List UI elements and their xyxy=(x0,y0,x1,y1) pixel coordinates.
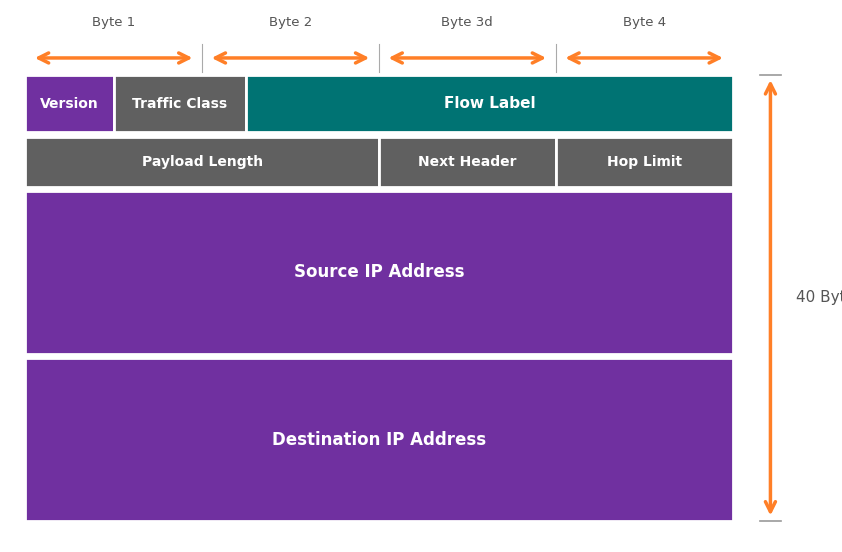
Bar xyxy=(25,75,114,132)
Text: Byte 3d: Byte 3d xyxy=(441,15,493,29)
Text: Byte 2: Byte 2 xyxy=(269,15,312,29)
Bar xyxy=(379,137,556,187)
Text: Payload Length: Payload Length xyxy=(141,155,263,169)
Bar xyxy=(556,137,733,187)
Text: Byte 4: Byte 4 xyxy=(622,15,666,29)
Text: Next Header: Next Header xyxy=(418,155,516,169)
Bar xyxy=(25,191,733,354)
Text: Hop Limit: Hop Limit xyxy=(606,155,682,169)
Text: Traffic Class: Traffic Class xyxy=(132,97,227,110)
Bar xyxy=(114,75,246,132)
Text: 40 Bytes: 40 Bytes xyxy=(796,290,842,305)
Text: Destination IP Address: Destination IP Address xyxy=(272,431,486,449)
Text: Version: Version xyxy=(40,97,99,110)
Bar xyxy=(25,358,733,521)
Text: Source IP Address: Source IP Address xyxy=(294,263,464,282)
Bar xyxy=(25,137,379,187)
Text: Byte 1: Byte 1 xyxy=(92,15,136,29)
Bar xyxy=(246,75,733,132)
Text: Flow Label: Flow Label xyxy=(444,96,536,111)
